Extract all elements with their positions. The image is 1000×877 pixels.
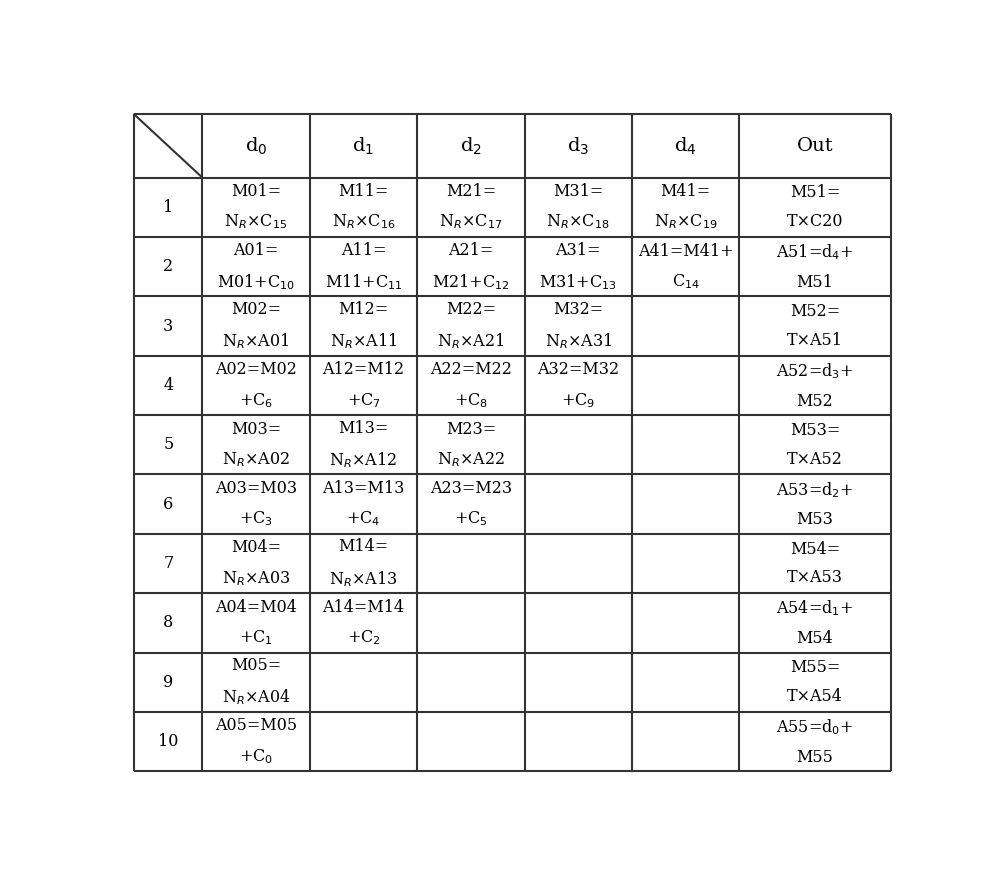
Text: A02=M02
+C$_6$: A02=M02 +C$_6$ bbox=[215, 361, 297, 410]
Text: d$_4$: d$_4$ bbox=[674, 135, 697, 157]
Text: A03=M03
+C$_3$: A03=M03 +C$_3$ bbox=[215, 480, 297, 528]
Text: M51=
T×C20: M51= T×C20 bbox=[787, 184, 843, 230]
Text: A04=M04
+C$_1$: A04=M04 +C$_1$ bbox=[215, 599, 297, 647]
Text: A32=M32
+C$_9$: A32=M32 +C$_9$ bbox=[537, 361, 619, 410]
Text: M12=
N$_R$×A11: M12= N$_R$×A11 bbox=[330, 301, 397, 351]
Text: M11=
N$_R$×C$_{16}$: M11= N$_R$×C$_{16}$ bbox=[332, 183, 395, 232]
Text: A13=M13
+C$_4$: A13=M13 +C$_4$ bbox=[322, 480, 405, 528]
Text: A41=M41+
C$_{14}$: A41=M41+ C$_{14}$ bbox=[638, 243, 734, 291]
Text: A14=M14
+C$_2$: A14=M14 +C$_2$ bbox=[322, 599, 405, 647]
Text: M05=
N$_R$×A04: M05= N$_R$×A04 bbox=[222, 657, 291, 708]
Text: M31=
N$_R$×C$_{18}$: M31= N$_R$×C$_{18}$ bbox=[546, 183, 610, 232]
Text: A12=M12
+C$_7$: A12=M12 +C$_7$ bbox=[322, 361, 405, 410]
Text: 3: 3 bbox=[163, 317, 173, 334]
Text: 7: 7 bbox=[163, 555, 173, 572]
Text: A22=M22
+C$_8$: A22=M22 +C$_8$ bbox=[430, 361, 512, 410]
Text: M32=
N$_R$×A31: M32= N$_R$×A31 bbox=[545, 301, 612, 351]
Text: d$_2$: d$_2$ bbox=[460, 135, 482, 157]
Text: 9: 9 bbox=[163, 674, 173, 691]
Text: M02=
N$_R$×A01: M02= N$_R$×A01 bbox=[222, 301, 290, 351]
Text: M21=
N$_R$×C$_{17}$: M21= N$_R$×C$_{17}$ bbox=[439, 183, 503, 232]
Text: M54=
T×A53: M54= T×A53 bbox=[787, 540, 843, 587]
Text: M55=
T×A54: M55= T×A54 bbox=[787, 660, 843, 705]
Text: A54=d$_1$+
M54: A54=d$_1$+ M54 bbox=[776, 599, 854, 647]
Text: 8: 8 bbox=[163, 615, 173, 631]
Text: A11=
M11+C$_{11}$: A11= M11+C$_{11}$ bbox=[325, 241, 402, 292]
Text: A23=M23
+C$_5$: A23=M23 +C$_5$ bbox=[430, 480, 512, 528]
Text: M41=
N$_R$×C$_{19}$: M41= N$_R$×C$_{19}$ bbox=[654, 183, 718, 232]
Text: 1: 1 bbox=[163, 199, 173, 216]
Text: M01=
N$_R$×C$_{15}$: M01= N$_R$×C$_{15}$ bbox=[224, 183, 288, 232]
Text: 10: 10 bbox=[158, 733, 179, 750]
Text: A21=
M21+C$_{12}$: A21= M21+C$_{12}$ bbox=[432, 241, 510, 292]
Text: M13=
N$_R$×A12: M13= N$_R$×A12 bbox=[329, 420, 398, 470]
Text: A05=M05
+C$_0$: A05=M05 +C$_0$ bbox=[215, 717, 297, 766]
Text: A55=d$_0$+
M55: A55=d$_0$+ M55 bbox=[776, 717, 854, 766]
Text: A52=d$_3$+
M52: A52=d$_3$+ M52 bbox=[776, 361, 854, 410]
Text: M22=
N$_R$×A21: M22= N$_R$×A21 bbox=[437, 301, 505, 351]
Text: A53=d$_2$+
M53: A53=d$_2$+ M53 bbox=[776, 480, 854, 528]
Text: 2: 2 bbox=[163, 258, 173, 275]
Text: d$_3$: d$_3$ bbox=[567, 135, 589, 157]
Text: d$_1$: d$_1$ bbox=[352, 135, 375, 157]
Text: 4: 4 bbox=[163, 377, 173, 394]
Text: 6: 6 bbox=[163, 496, 173, 513]
Text: M53=
T×A52: M53= T×A52 bbox=[787, 422, 843, 467]
Text: M03=
N$_R$×A02: M03= N$_R$×A02 bbox=[222, 421, 290, 469]
Text: A31=
M31+C$_{13}$: A31= M31+C$_{13}$ bbox=[539, 241, 617, 292]
Text: 5: 5 bbox=[163, 436, 173, 453]
Text: M23=
N$_R$×A22: M23= N$_R$×A22 bbox=[437, 421, 505, 469]
Text: M52=
T×A51: M52= T×A51 bbox=[787, 303, 843, 349]
Text: A01=
M01+C$_{10}$: A01= M01+C$_{10}$ bbox=[217, 241, 295, 292]
Text: M04=
N$_R$×A03: M04= N$_R$×A03 bbox=[222, 539, 290, 588]
Text: M14=
N$_R$×A13: M14= N$_R$×A13 bbox=[329, 538, 398, 588]
Text: d$_0$: d$_0$ bbox=[245, 135, 267, 157]
Text: Out: Out bbox=[797, 137, 833, 155]
Text: A51=d$_4$+
M51: A51=d$_4$+ M51 bbox=[776, 242, 854, 291]
